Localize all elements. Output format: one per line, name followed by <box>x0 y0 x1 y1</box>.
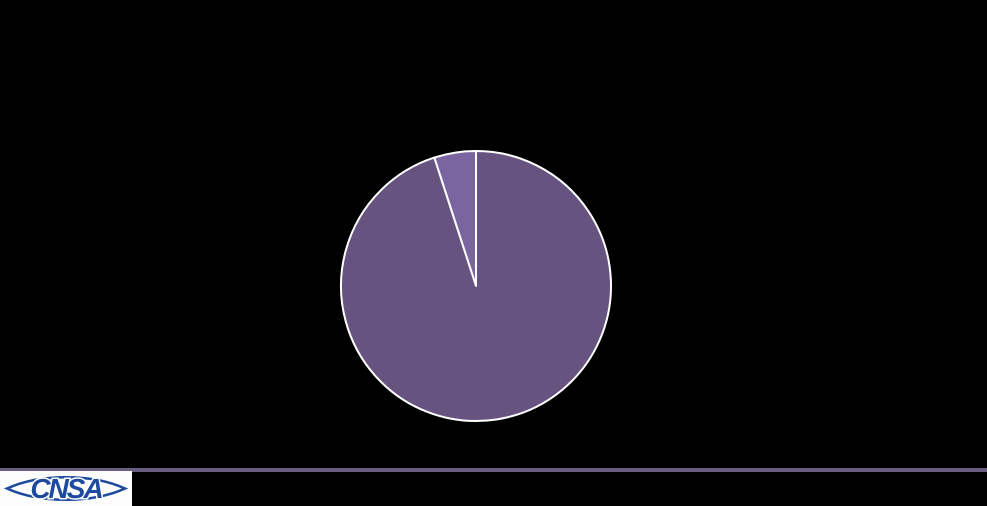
eye-outline-icon <box>3 475 129 502</box>
footer-divider-line <box>0 468 987 472</box>
cnsa-logo-text: CNSA <box>30 473 102 504</box>
cnsa-logo-icon: CNSA <box>3 472 129 506</box>
cnsa-logo: CNSA <box>0 471 132 506</box>
pie-slices-group <box>340 150 613 422</box>
pie-slice <box>340 150 613 422</box>
